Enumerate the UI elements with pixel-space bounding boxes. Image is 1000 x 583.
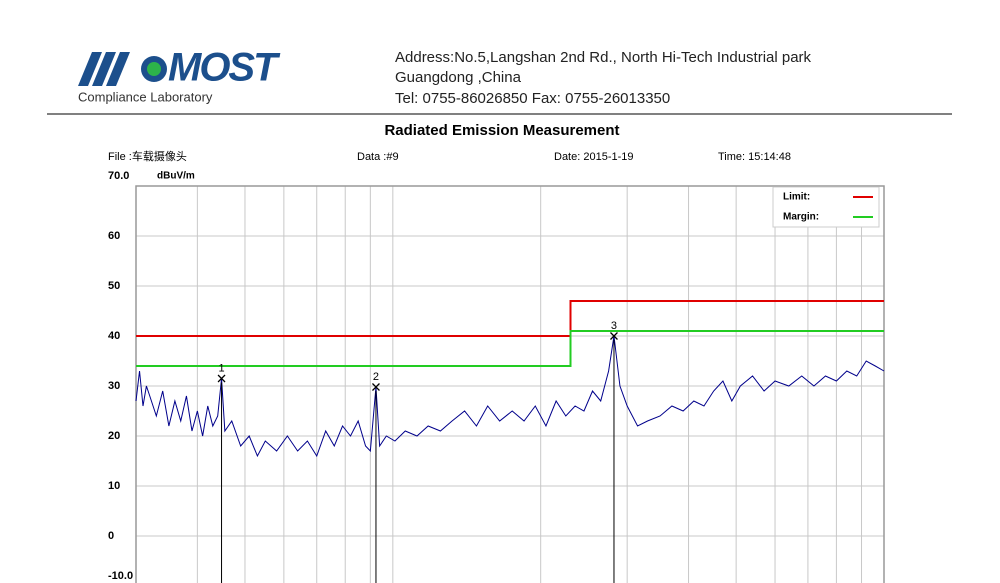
marker-cross [217, 374, 226, 383]
chart-title: Radiated Emission Measurement [384, 122, 619, 139]
y-tick-label: 70.0 [108, 170, 129, 182]
legend-label: Margin: [783, 212, 819, 223]
trace-line [135, 335, 885, 458]
info-date: Date: 2015-1-19 [554, 151, 634, 163]
address-line: Guangdong ,China [395, 69, 522, 86]
marker-cross [372, 383, 380, 391]
y-axis-unit: dBuV/m [157, 171, 195, 182]
logo-subtitle: Compliance Laboratory [78, 89, 213, 104]
legend-label: Limit: [783, 192, 810, 203]
info-file: File :车载摄像头 [108, 149, 187, 163]
y-tick-label: -10.0 [108, 570, 133, 582]
limit-line [136, 330, 884, 367]
info-data: Data :#9 [357, 151, 399, 163]
y-tick-label: 20 [108, 430, 120, 442]
address-line: Tel: 0755-86026850 Fax: 0755-26013350 [395, 90, 670, 107]
marker-label: 1 [218, 362, 224, 374]
plot: 70.0 60 50 40 30 20 10 0 -10.0 1 2 3 Limit: Margin: [108, 170, 885, 583]
y-tick-label: 40 [108, 330, 120, 342]
legend-box [772, 186, 880, 228]
y-tick-label: 60 [108, 230, 120, 242]
marker-cross [610, 332, 618, 340]
marker-label: 3 [611, 320, 617, 332]
info-time: Time: 15:14:48 [718, 151, 791, 163]
address-line: Address:No.5,Langshan 2nd Rd., North Hi-… [395, 49, 812, 66]
marker-label: 2 [373, 371, 379, 383]
y-tick-label: 0 [108, 530, 114, 542]
y-tick-label: 50 [108, 280, 120, 292]
logo [78, 52, 167, 86]
plot-frame [135, 185, 885, 583]
logo-text: MOST [168, 46, 281, 90]
y-tick-label: 10 [108, 480, 120, 492]
limit-line [136, 300, 884, 337]
y-tick-label: 30 [108, 380, 120, 392]
